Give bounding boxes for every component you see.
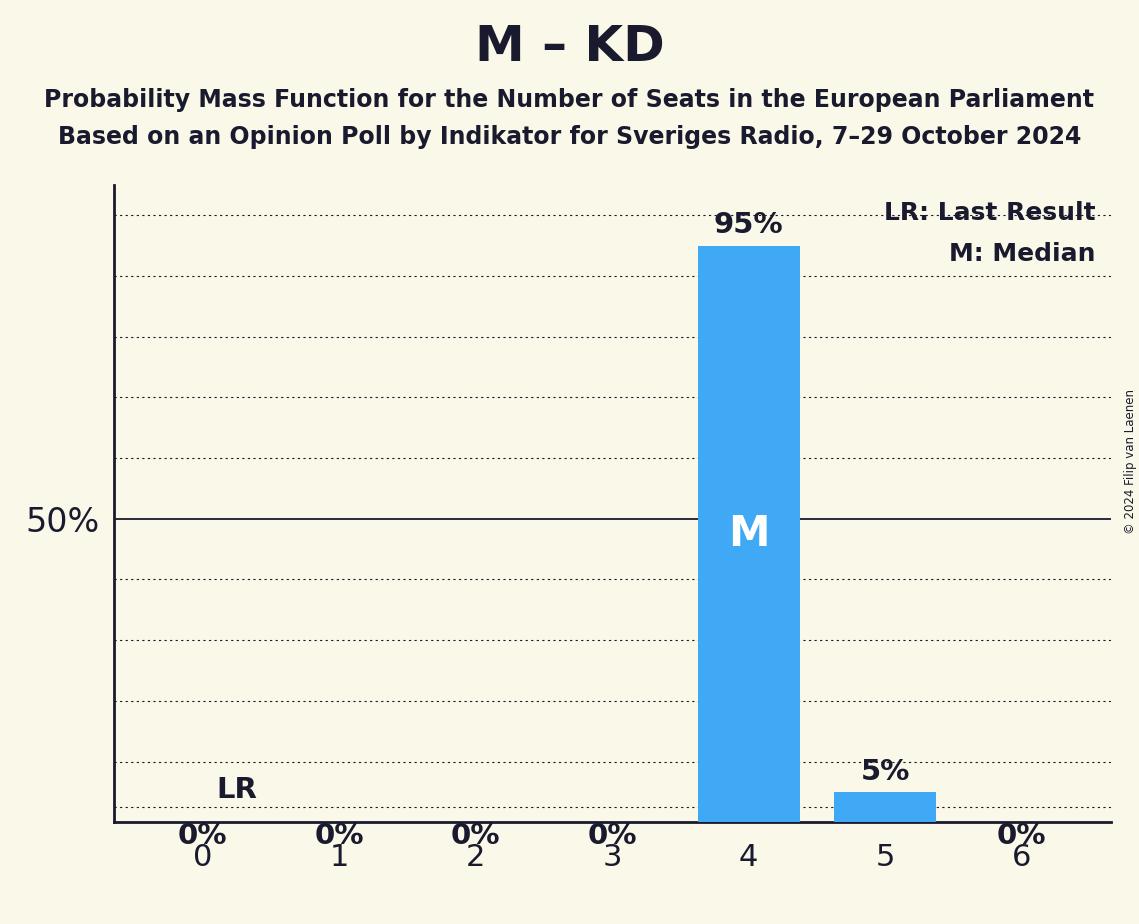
Text: LR: Last Result: LR: Last Result <box>884 201 1096 225</box>
Text: Based on an Opinion Poll by Indikator for Sveriges Radio, 7–29 October 2024: Based on an Opinion Poll by Indikator fo… <box>58 125 1081 149</box>
Text: M: M <box>728 513 770 555</box>
Text: LR: LR <box>216 776 257 804</box>
Bar <box>834 792 936 822</box>
Text: M: Median: M: Median <box>949 242 1096 266</box>
Text: 5%: 5% <box>861 758 910 786</box>
Text: Probability Mass Function for the Number of Seats in the European Parliament: Probability Mass Function for the Number… <box>44 88 1095 112</box>
Text: 0%: 0% <box>588 821 637 850</box>
Text: 95%: 95% <box>714 212 784 239</box>
Bar <box>697 246 800 822</box>
Text: 0%: 0% <box>314 821 364 850</box>
Text: 0%: 0% <box>451 821 500 850</box>
Text: 0%: 0% <box>997 821 1047 850</box>
Text: 0%: 0% <box>178 821 228 850</box>
Text: M – KD: M – KD <box>475 23 664 71</box>
Text: © 2024 Filip van Laenen: © 2024 Filip van Laenen <box>1124 390 1137 534</box>
